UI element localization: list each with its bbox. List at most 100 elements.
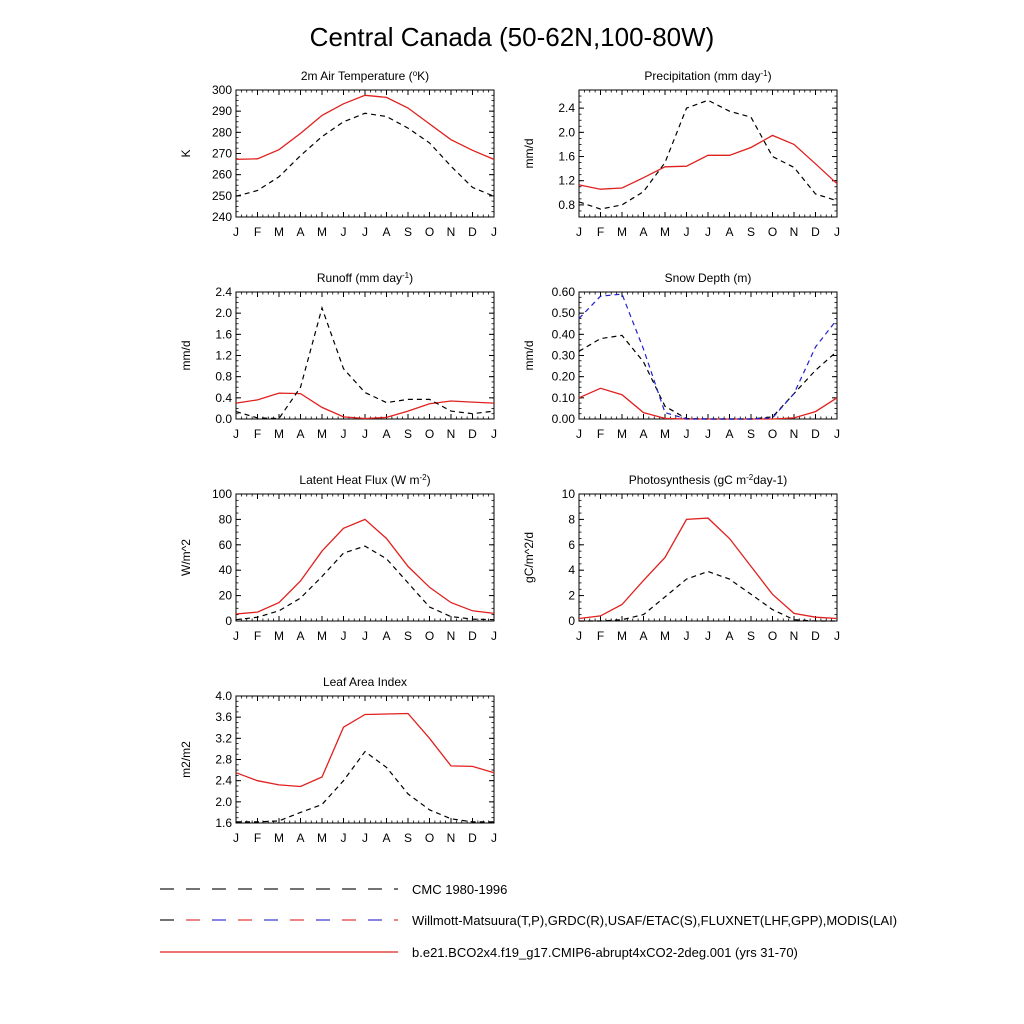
x-tick-label: J — [362, 427, 368, 441]
x-tick-label: O — [425, 831, 434, 845]
y-tick-label: 2.4 — [558, 101, 575, 115]
y-tick-label: 0 — [568, 614, 575, 628]
y-tick-label: 60 — [219, 538, 233, 552]
x-tick-label: N — [790, 427, 799, 441]
x-tick-label: A — [725, 225, 733, 239]
y-tick-label: 1.6 — [215, 327, 232, 341]
x-tick-label: J — [834, 629, 840, 643]
series-line-fluxnet — [235, 545, 495, 621]
x-tick-label: N — [790, 629, 799, 643]
x-tick-label: F — [597, 427, 604, 441]
x-tick-label: M — [317, 629, 327, 643]
x-tick-label: M — [317, 225, 327, 239]
y-tick-label: 0.8 — [558, 198, 575, 212]
x-tick-label: D — [811, 427, 820, 441]
plot-frame — [578, 89, 838, 218]
y-tick-label: 0.40 — [552, 327, 576, 341]
x-tick-label: J — [491, 831, 497, 845]
x-tick-label: A — [296, 629, 304, 643]
x-tick-label: A — [639, 427, 647, 441]
chart-panel-2: Precipitation (mm day-1)J F M A M J J A S O N D J0.8… — [522, 69, 840, 240]
x-tick-label: J — [362, 831, 368, 845]
plot-frame — [578, 493, 838, 622]
chart-panel-3: Runoff (mm day-1)J F M A M J J A S O N D J0.00.40.81… — [179, 271, 497, 442]
x-tick-label: S — [747, 629, 755, 643]
x-tick-label: A — [382, 427, 390, 441]
x-tick-label: M — [274, 427, 284, 441]
y-tick-label: 2.4 — [215, 774, 232, 788]
series-line-grdc — [235, 305, 495, 420]
series-line-cmc-1980-1996 — [235, 112, 495, 197]
y-tick-label: 0.0 — [215, 412, 232, 426]
x-tick-label: M — [317, 427, 327, 441]
x-tick-label: S — [404, 225, 412, 239]
x-tick-label: N — [447, 831, 456, 845]
x-tick-label: J — [576, 629, 582, 643]
y-tick-label: 2 — [568, 589, 575, 603]
y-tick-label: 100 — [212, 487, 232, 501]
x-tick-label: J — [233, 427, 239, 441]
x-tick-label: O — [768, 629, 777, 643]
plot-frame — [235, 493, 495, 622]
y-tick-label: 0.8 — [215, 370, 232, 384]
x-tick-label: J — [576, 225, 582, 239]
series-line-model — [235, 518, 495, 615]
x-tick-label: D — [468, 629, 477, 643]
legend-label: CMC 1980-1996 — [412, 882, 507, 897]
x-tick-label: A — [382, 831, 390, 845]
x-tick-label: J — [341, 427, 347, 441]
x-tick-label: J — [362, 629, 368, 643]
plot-frame — [235, 89, 495, 218]
y-tick-label: 40 — [219, 563, 233, 577]
y-tick-label: 0.60 — [552, 285, 576, 299]
y-tick-label: 1.2 — [215, 349, 232, 363]
x-tick-label: M — [660, 629, 670, 643]
panel-title: Leaf Area Index — [323, 675, 407, 689]
x-tick-label: J — [684, 427, 690, 441]
x-tick-label: A — [725, 629, 733, 643]
y-tick-label: 8 — [568, 512, 575, 526]
y-axis-label: m2/m2 — [179, 741, 193, 778]
y-tick-label: 250 — [212, 189, 232, 203]
y-axis-label: W/m^2 — [179, 539, 193, 576]
x-tick-label: J — [362, 225, 368, 239]
x-tick-label: J — [491, 629, 497, 643]
x-tick-label: J — [834, 427, 840, 441]
y-tick-label: 280 — [212, 125, 232, 139]
y-tick-label: 2.4 — [215, 285, 232, 299]
chart-panel-1: 2m Air Temperature (oK)J F M A M J J A S O N D J2402… — [179, 69, 497, 240]
series-line-model — [578, 387, 838, 420]
legend-label: b.e21.BCO2x4.f19_g17.CMIP6-abrupt4xCO2-2… — [412, 945, 798, 960]
panel-title: Precipitation (mm day-1) — [644, 69, 771, 84]
x-tick-label: F — [597, 225, 604, 239]
y-tick-label: 3.2 — [215, 731, 232, 745]
x-tick-label: D — [468, 225, 477, 239]
y-tick-label: 0.30 — [552, 349, 576, 363]
x-tick-label: J — [233, 831, 239, 845]
x-tick-label: N — [447, 427, 456, 441]
plot-frame — [578, 291, 838, 420]
panel-title: Photosynthesis (gC m-2day-1) — [629, 473, 788, 488]
x-tick-label: S — [747, 427, 755, 441]
y-tick-label: 2.0 — [215, 306, 232, 320]
y-tick-label: 0.10 — [552, 391, 576, 405]
x-tick-label: A — [382, 225, 390, 239]
y-tick-label: 1.2 — [558, 174, 575, 188]
x-tick-label: O — [768, 427, 777, 441]
y-tick-label: 6 — [568, 538, 575, 552]
panels: 2m Air Temperature (oK)J F M A M J J A S O N D J2402… — [179, 69, 840, 846]
x-tick-label: J — [233, 629, 239, 643]
x-tick-label: J — [684, 225, 690, 239]
series-line-cmc-1980-1996 — [578, 334, 838, 420]
x-tick-label: D — [811, 225, 820, 239]
x-tick-label: F — [597, 629, 604, 643]
series-line-modis — [236, 750, 494, 823]
x-tick-label: M — [274, 831, 284, 845]
y-tick-label: 10 — [562, 487, 576, 501]
x-tick-label: M — [617, 427, 627, 441]
x-tick-label: D — [468, 427, 477, 441]
x-tick-label: A — [725, 427, 733, 441]
y-tick-label: 270 — [212, 147, 232, 161]
y-tick-label: 2.0 — [215, 795, 232, 809]
y-tick-label: 300 — [212, 83, 232, 97]
